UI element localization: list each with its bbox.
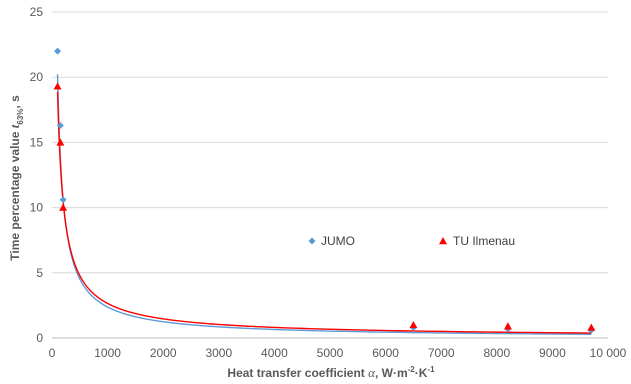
x-tick-labels: 0 1000 2000 3000 4000 5000 6000 7000 8000 9000 10 …: [49, 346, 627, 360]
y-tick-label-25: 25: [30, 5, 44, 19]
y-tick-label-15: 15: [30, 135, 44, 149]
x-tick-label-8000: 8000: [483, 346, 510, 360]
x-tick-label-2000: 2000: [150, 346, 177, 360]
point-tu-ilmenau-3: [409, 320, 418, 329]
y-tick-label-10: 10: [30, 201, 44, 215]
trend-line-tu-ilmenau: [56, 91, 592, 334]
legend-marker-tu-ilmenau: [439, 237, 447, 245]
y-tick-labels: 0 5 10 15 20 25: [30, 5, 44, 345]
point-jumo-1: [56, 121, 64, 129]
legend-label-jumo: JUMO: [321, 234, 355, 248]
trend-lines: [56, 74, 592, 335]
x-tick-label-7000: 7000: [428, 346, 455, 360]
point-tu-ilmenau-0: [53, 82, 62, 90]
x-tick-label-0: 0: [49, 346, 56, 360]
y-tick-label-5: 5: [36, 266, 43, 280]
y-tick-label-20: 20: [30, 70, 44, 84]
data-points: [53, 47, 596, 334]
y-tick-label-0: 0: [36, 331, 43, 345]
point-tu-ilmenau-4: [503, 322, 512, 330]
gridlines: [52, 11, 608, 274]
legend: JUMO TU Ilmenau: [308, 234, 515, 248]
point-tu-ilmenau-5: [587, 323, 596, 331]
x-tick-label-6000: 6000: [372, 346, 399, 360]
x-axis-label: Heat transfer coefficient α, W·m-2·K-1: [227, 365, 435, 380]
x-tick-label-1000: 1000: [94, 346, 121, 360]
legend-label-tu-ilmenau: TU Ilmenau: [453, 234, 515, 248]
point-tu-ilmenau-2: [59, 203, 68, 211]
x-tick-label-4000: 4000: [261, 346, 288, 360]
y-axis-label: Time percentage value t63%, s: [7, 95, 25, 261]
trend-line-jumo: [56, 74, 592, 335]
point-tu-ilmenau-1: [56, 138, 65, 146]
point-jumo-0: [54, 47, 62, 55]
x-tick-label-5000: 5000: [317, 346, 344, 360]
point-jumo-2: [59, 196, 67, 204]
x-tick-label-3000: 3000: [205, 346, 232, 360]
x-tick-label-10000: 10 000: [590, 346, 627, 360]
x-tick-label-9000: 9000: [539, 346, 566, 360]
legend-marker-jumo: [308, 237, 316, 245]
